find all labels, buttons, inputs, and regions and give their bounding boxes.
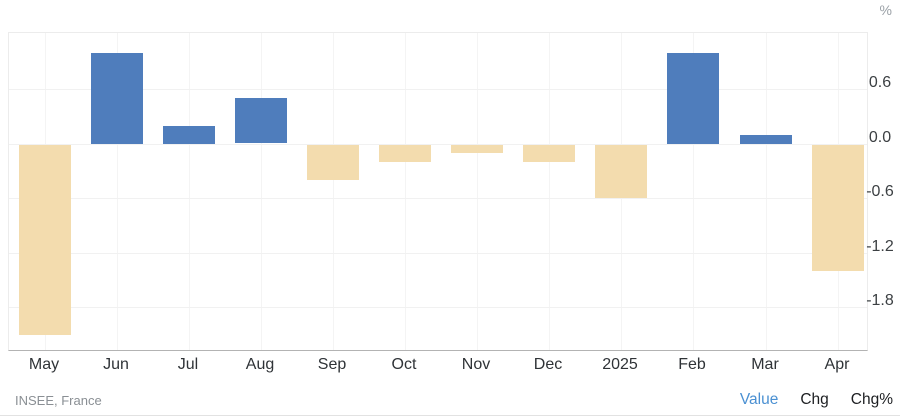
- horizontal-gridline: [9, 253, 867, 254]
- x-axis-tick-label: Mar: [751, 356, 779, 373]
- legend-item-value[interactable]: Value: [739, 391, 779, 408]
- x-axis-tick-label: Aug: [245, 356, 275, 373]
- vertical-gridline: [189, 33, 190, 350]
- bar-dec[interactable]: [523, 145, 575, 162]
- bar-jun[interactable]: [91, 53, 143, 144]
- bar-mar[interactable]: [740, 135, 792, 144]
- legend: Value Chg Chg%: [740, 391, 893, 409]
- vertical-gridline: [261, 33, 262, 350]
- vertical-gridline: [405, 33, 406, 350]
- y-axis-tick-label: -0.6: [866, 183, 894, 200]
- x-axis-tick-label: Jun: [103, 356, 129, 373]
- x-axis-tick-label: Oct: [391, 356, 417, 373]
- y-axis-tick-label: -1.8: [866, 292, 894, 309]
- x-axis-tick-label: May: [28, 356, 60, 373]
- bar-sep[interactable]: [307, 145, 359, 180]
- x-axis-tick-label: Jul: [177, 356, 199, 373]
- y-axis-tick-label: -1.2: [866, 238, 894, 255]
- bar-nov[interactable]: [451, 145, 503, 153]
- y-axis-unit-label: %: [879, 2, 892, 18]
- bar-oct[interactable]: [379, 145, 431, 162]
- y-axis-tick-label: 0.6: [868, 74, 892, 91]
- plot-area: [8, 32, 868, 351]
- x-axis-tick-label: Nov: [461, 356, 491, 373]
- x-axis-tick-label: Feb: [678, 356, 706, 373]
- vertical-gridline: [477, 33, 478, 350]
- x-axis-tick-label: 2025: [602, 356, 638, 373]
- horizontal-gridline: [9, 144, 867, 145]
- x-axis-tick-label: Dec: [533, 356, 563, 373]
- vertical-gridline: [766, 33, 767, 350]
- bar-2025[interactable]: [595, 145, 647, 198]
- horizontal-gridline: [9, 198, 867, 199]
- vertical-gridline: [549, 33, 550, 350]
- bar-apr[interactable]: [812, 145, 864, 271]
- bar-aug[interactable]: [235, 98, 287, 143]
- y-axis-tick-label: 0.0: [868, 129, 892, 146]
- bar-jul[interactable]: [163, 126, 215, 144]
- horizontal-gridline: [9, 307, 867, 308]
- bar-may[interactable]: [19, 145, 71, 335]
- vertical-gridline: [333, 33, 334, 350]
- vertical-gridline: [117, 33, 118, 350]
- vertical-gridline: [693, 33, 694, 350]
- bar-feb[interactable]: [667, 53, 719, 144]
- x-axis-tick-label: Sep: [317, 356, 347, 373]
- legend-item-chg[interactable]: Chg: [800, 391, 829, 408]
- horizontal-gridline: [9, 89, 867, 90]
- x-axis-tick-label: Apr: [824, 356, 850, 373]
- legend-item-chgpct[interactable]: Chg%: [850, 391, 893, 408]
- source-label: INSEE, France: [15, 393, 102, 408]
